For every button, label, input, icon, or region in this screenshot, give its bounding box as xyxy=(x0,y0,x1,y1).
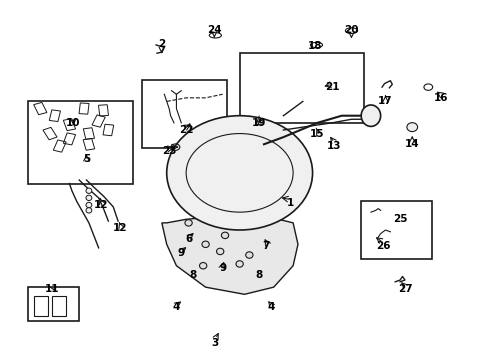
Ellipse shape xyxy=(86,208,92,213)
Text: 14: 14 xyxy=(404,139,419,149)
Bar xyxy=(79,103,89,114)
Bar xyxy=(83,128,94,139)
Text: 18: 18 xyxy=(307,41,322,51)
Polygon shape xyxy=(162,216,297,294)
Ellipse shape xyxy=(166,116,312,230)
Bar xyxy=(43,127,57,140)
Bar xyxy=(28,287,79,321)
Bar xyxy=(52,296,66,316)
Text: 8: 8 xyxy=(255,270,262,280)
Bar xyxy=(98,105,108,116)
Text: 12: 12 xyxy=(94,200,108,210)
Bar xyxy=(53,140,66,152)
Bar xyxy=(239,53,363,123)
Text: 7: 7 xyxy=(262,241,269,251)
Text: 20: 20 xyxy=(344,25,358,35)
Text: 16: 16 xyxy=(433,93,448,103)
Bar xyxy=(92,115,105,127)
Ellipse shape xyxy=(202,241,209,248)
Text: 27: 27 xyxy=(397,284,411,294)
Text: 4: 4 xyxy=(172,302,180,312)
Bar xyxy=(34,296,48,316)
Ellipse shape xyxy=(86,188,92,193)
Bar xyxy=(83,138,95,150)
Text: 21: 21 xyxy=(324,82,339,92)
Text: 8: 8 xyxy=(189,270,197,280)
Text: 11: 11 xyxy=(45,284,60,294)
Ellipse shape xyxy=(221,232,228,239)
Text: 3: 3 xyxy=(211,338,219,347)
Text: 1: 1 xyxy=(286,198,294,208)
Bar xyxy=(28,102,132,184)
Ellipse shape xyxy=(236,261,243,267)
Ellipse shape xyxy=(216,248,224,255)
Ellipse shape xyxy=(406,123,417,132)
Text: 9: 9 xyxy=(177,248,184,258)
Text: 10: 10 xyxy=(66,118,81,128)
Text: 22: 22 xyxy=(179,125,193,135)
Bar xyxy=(63,133,76,145)
Text: 9: 9 xyxy=(219,262,226,273)
Text: 4: 4 xyxy=(267,302,274,312)
Ellipse shape xyxy=(245,252,252,258)
Text: 5: 5 xyxy=(82,154,90,163)
Text: 6: 6 xyxy=(184,234,192,244)
Bar xyxy=(103,124,114,136)
Text: 2: 2 xyxy=(158,39,165,49)
Bar xyxy=(63,119,76,131)
Ellipse shape xyxy=(184,220,192,226)
Ellipse shape xyxy=(361,105,380,126)
Bar xyxy=(34,103,47,115)
Text: 24: 24 xyxy=(206,25,221,35)
Text: 13: 13 xyxy=(326,141,341,151)
Text: 19: 19 xyxy=(251,118,266,128)
Text: 25: 25 xyxy=(392,214,407,224)
Bar xyxy=(142,80,227,148)
Ellipse shape xyxy=(199,262,206,269)
Text: 26: 26 xyxy=(375,241,389,251)
Text: 12: 12 xyxy=(113,223,127,233)
Bar xyxy=(361,202,431,258)
Text: 23: 23 xyxy=(162,147,176,157)
Bar xyxy=(49,110,61,122)
Text: 17: 17 xyxy=(377,96,392,107)
Ellipse shape xyxy=(86,195,92,201)
Ellipse shape xyxy=(86,202,92,208)
Text: 15: 15 xyxy=(309,129,324,139)
